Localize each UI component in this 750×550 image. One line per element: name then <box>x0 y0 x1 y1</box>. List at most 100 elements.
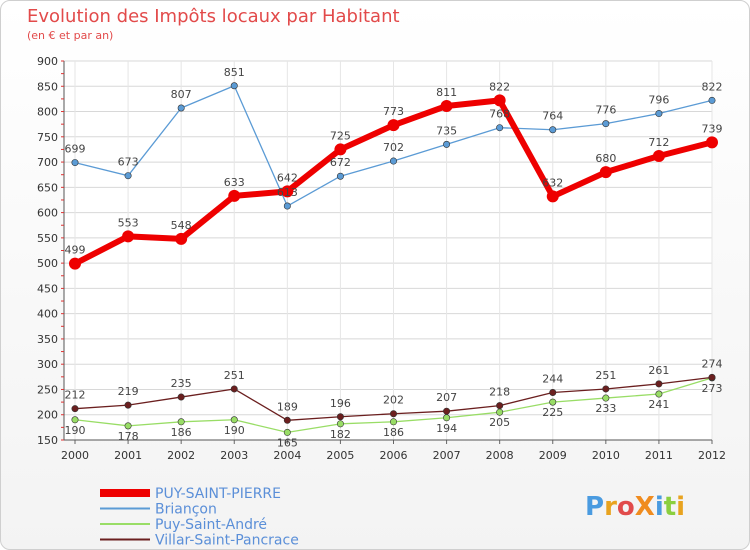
chart-subtitle: (en € et par an) <box>27 29 113 42</box>
data-point <box>69 257 81 270</box>
data-point <box>496 402 504 410</box>
data-point <box>443 140 451 148</box>
y-tick-label: 350 <box>37 333 58 346</box>
data-point <box>334 143 347 156</box>
data-point <box>228 189 241 202</box>
data-point <box>281 185 294 198</box>
legend-label: PUY-SAINT-PIERRE <box>155 486 281 502</box>
data-point <box>708 373 716 381</box>
y-tick-label: 700 <box>37 156 58 169</box>
data-label: 642 <box>277 171 298 184</box>
data-point <box>602 120 610 128</box>
data-point <box>175 232 188 245</box>
legend: PUY-SAINT-PIERREBriançonPuy-Saint-AndréV… <box>100 486 299 549</box>
proxiti-logo: ProXiti <box>585 492 685 522</box>
data-label: 233 <box>595 402 616 415</box>
y-tick-label: 600 <box>37 207 58 220</box>
data-label: 735 <box>436 124 457 137</box>
x-tick-label: 2011 <box>645 449 673 462</box>
data-label: 182 <box>330 428 351 441</box>
x-tick-label: 2004 <box>273 449 301 462</box>
y-tick-label: 400 <box>37 308 58 321</box>
data-label: 702 <box>383 141 404 154</box>
x-tick-label: 2007 <box>433 449 461 462</box>
data-label: 251 <box>224 369 245 382</box>
data-label: 225 <box>542 406 563 419</box>
data-label: 189 <box>277 400 298 413</box>
data-label: 822 <box>702 80 723 93</box>
data-label: 613 <box>277 186 298 199</box>
data-point <box>546 190 559 203</box>
y-tick-label: 150 <box>37 434 58 447</box>
y-tick-label: 850 <box>37 80 58 93</box>
data-point <box>440 99 453 112</box>
data-label: 273 <box>702 382 723 395</box>
data-label: 205 <box>489 416 510 429</box>
x-tick-label: 2006 <box>380 449 408 462</box>
y-tick-label: 900 <box>37 55 58 68</box>
data-point <box>443 414 451 422</box>
axes: 150 200 250 300 350 400 450 500 550 600 650 700 750 8… <box>37 55 726 462</box>
data-label: 274 <box>702 357 723 370</box>
y-tick-label: 500 <box>37 257 58 270</box>
x-tick-label: 2002 <box>167 449 195 462</box>
data-label: 190 <box>224 424 245 437</box>
data-label: 632 <box>542 176 563 189</box>
data-point <box>655 110 663 118</box>
data-label: 196 <box>330 397 351 410</box>
data-point <box>389 410 397 418</box>
x-tick-label: 2012 <box>698 449 726 462</box>
data-point <box>124 422 132 430</box>
legend-label: Briançon <box>155 502 217 518</box>
data-label: 165 <box>277 436 298 449</box>
data-label: 822 <box>489 80 510 93</box>
data-point <box>122 230 135 243</box>
data-label: 235 <box>171 377 192 390</box>
data-label: 699 <box>65 143 86 156</box>
data-label: 499 <box>65 244 86 257</box>
data-point <box>230 82 238 90</box>
data-point <box>549 126 557 134</box>
y-tick-label: 750 <box>37 131 58 144</box>
data-label: 186 <box>171 426 192 439</box>
x-tick-label: 2003 <box>220 449 248 462</box>
data-point <box>336 172 344 180</box>
data-label: 739 <box>702 122 723 135</box>
data-label: 202 <box>383 394 404 407</box>
data-point <box>652 150 665 163</box>
data-point <box>336 420 344 428</box>
data-point <box>602 394 610 402</box>
data-point <box>496 408 504 416</box>
data-point <box>177 418 185 426</box>
data-point <box>549 388 557 396</box>
data-point <box>389 418 397 426</box>
data-point <box>71 159 79 167</box>
data-point <box>602 385 610 393</box>
data-label: 244 <box>542 372 563 385</box>
y-tick-label: 800 <box>37 106 58 119</box>
data-label: 773 <box>383 105 404 118</box>
x-tick-label: 2005 <box>326 449 354 462</box>
data-point <box>706 136 718 149</box>
data-label: 807 <box>171 88 192 101</box>
data-point <box>124 401 132 409</box>
y-tick-label: 650 <box>37 181 58 194</box>
data-point <box>177 393 185 401</box>
data-label: 190 <box>65 424 86 437</box>
data-label: 186 <box>383 426 404 439</box>
data-label: 851 <box>224 66 245 79</box>
data-label: 725 <box>330 129 351 142</box>
data-point <box>496 124 504 132</box>
data-label: 218 <box>489 386 510 399</box>
legend-label: Puy-Saint-André <box>155 517 267 533</box>
data-label: 712 <box>648 136 669 149</box>
data-label: 633 <box>224 176 245 189</box>
y-tick-label: 450 <box>37 282 58 295</box>
logo-text: ProXiti <box>585 492 685 522</box>
data-point <box>283 428 291 436</box>
data-label: 680 <box>595 152 616 165</box>
y-tick-label: 200 <box>37 409 58 422</box>
data-labels: 699 673 807 851 613 672 702 735 768 764 776 796 822 1… <box>65 66 723 450</box>
data-point <box>655 380 663 388</box>
data-label: 207 <box>436 391 457 404</box>
